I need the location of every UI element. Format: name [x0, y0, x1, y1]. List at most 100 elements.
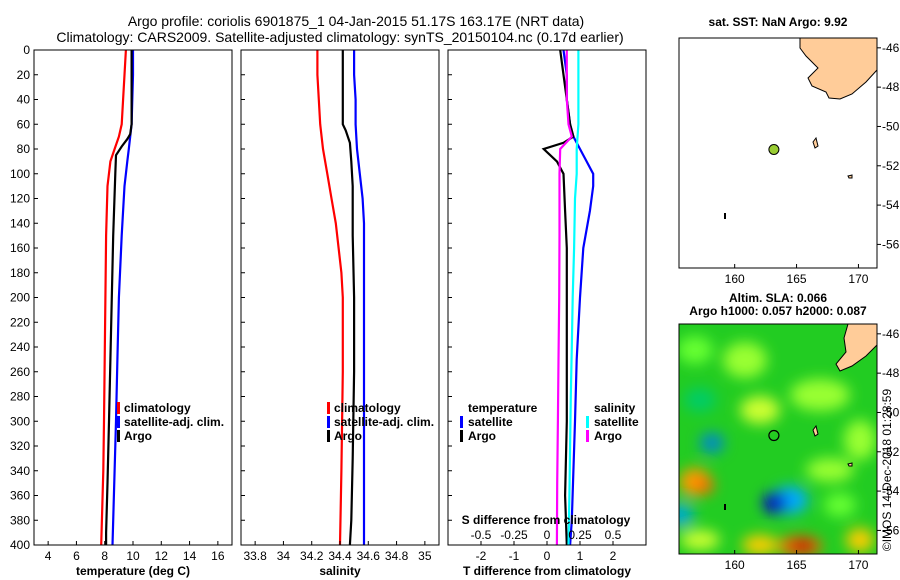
x-tick-label: 16: [211, 549, 225, 563]
y-tick-label: 200: [10, 291, 30, 305]
legend-label-t-satellite: satellite: [468, 415, 513, 429]
map-y-tick-label: -56: [882, 237, 900, 251]
sst-island-campbell: [847, 174, 853, 179]
sst-map-title: sat. SST: NaN Argo: 9.92: [709, 15, 848, 29]
legend-label-s-satellite: satellite: [594, 415, 639, 429]
legend-swatch-argo: [117, 430, 120, 442]
y-tick-label: 340: [10, 464, 30, 478]
x-tick-label-top: 0.25: [568, 528, 592, 542]
y-tick-label: 300: [10, 414, 30, 428]
x-tick-label-top: 0.5: [605, 528, 622, 542]
sla-land-new-zealand: [835, 324, 877, 372]
series-line-salinity-1: [353, 50, 366, 545]
x-tick-label: 12: [155, 549, 169, 563]
x-tick-label: 0: [544, 549, 551, 563]
sla-island-auckland: [812, 424, 819, 437]
legend-swatch-s-satellite: [586, 416, 589, 428]
sst-map-panel: 160 165 170 -46 -48 -50 -52 -54 -56: [678, 37, 900, 286]
sla-map-title-1: Altim. SLA: 0.066: [729, 291, 827, 305]
x-tick-label: 34.6: [357, 549, 381, 563]
difference-xlabel-top: S difference from climatology: [462, 513, 631, 527]
series-line-salinity-2: [341, 50, 356, 546]
x-tick-label: -2: [476, 549, 487, 563]
sst-map-frame: [678, 37, 878, 269]
legend-title-salinity: salinity: [594, 401, 636, 415]
map-x-tick-label: 165: [787, 558, 807, 572]
legend-label-climatology: climatology: [334, 401, 401, 415]
watermark: ©IMOS 14-Dec-2018 01:28:59: [880, 389, 894, 552]
y-tick-label: 220: [10, 315, 30, 329]
x-tick-label-top: -0.5: [471, 528, 492, 542]
x-tick-label: 33.8: [243, 549, 267, 563]
legend-label-t-argo: Argo: [468, 429, 496, 443]
sla-argo-position-marker: [768, 429, 780, 442]
y-tick-label: 400: [10, 538, 30, 552]
temperature-axes-frame: [33, 49, 233, 546]
map-y-tick-label: -46: [882, 41, 900, 55]
sla-map-frame: [678, 323, 878, 555]
x-tick-label: 1: [577, 549, 584, 563]
sla-island-campbell: [847, 462, 853, 467]
legend-label-argo: Argo: [334, 429, 362, 443]
y-tick-label: 0: [23, 43, 30, 57]
y-tick-label: 100: [10, 167, 30, 181]
title-line-1: Argo profile: coriolis 6901875_1 04-Jan-…: [128, 13, 584, 29]
x-tick-label-top: 0: [544, 528, 551, 542]
x-tick-label: 6: [73, 549, 80, 563]
legend-swatch-climatology: [327, 402, 330, 414]
series-line-temperature-2: [104, 50, 133, 545]
legend-swatch-t-argo: [460, 430, 463, 442]
map-y-tick-label: -52: [882, 159, 900, 173]
salinity-legend: climatology satellite-adj. clim. Argo: [327, 401, 434, 443]
series-line-difference-2: [567, 50, 580, 546]
legend-swatch-t-satellite: [460, 416, 463, 428]
y-tick-label: 120: [10, 192, 30, 206]
map-y-tick-label: -50: [882, 119, 900, 133]
y-tick-label: 260: [10, 365, 30, 379]
legend-label-s-argo: Argo: [594, 429, 622, 443]
legend-label-satellite: satellite-adj. clim.: [334, 415, 434, 429]
sst-land-new-zealand: [799, 38, 877, 100]
x-tick-label: 2: [610, 549, 617, 563]
map-x-tick-label: 170: [848, 558, 868, 572]
y-tick-label: 80: [17, 142, 31, 156]
series-line-difference-3: [555, 50, 574, 546]
map-y-tick-label: -50: [882, 405, 900, 419]
y-tick-label: 160: [10, 241, 30, 255]
title-line-2: Climatology: CARS2009. Satellite-adjuste…: [56, 29, 623, 45]
y-tick-label: 60: [17, 117, 31, 131]
sst-argo-position-marker: [768, 144, 780, 155]
x-tick-label: 4: [45, 549, 52, 563]
series-line-temperature-0: [100, 49, 127, 546]
sst-island-auckland: [812, 136, 819, 149]
difference-xlabel: T difference from climatology: [463, 564, 631, 578]
x-tick-label: 34.4: [328, 549, 352, 563]
difference-panel: -2 -1 0 1 2 -0.5 -0.25 0 0.25 0.5 T difference f…: [447, 49, 647, 578]
x-tick-label: 34.2: [300, 549, 324, 563]
y-tick-label: 360: [10, 489, 30, 503]
legend-title-temperature: temperature: [468, 401, 538, 415]
legend-swatch-argo: [327, 430, 330, 442]
map-y-tick-label: -56: [882, 523, 900, 537]
series-line-salinity-0: [316, 50, 344, 546]
x-tick-label: -1: [509, 549, 520, 563]
sla-map-title-2: Argo h1000: 0.057 h2000: 0.087: [689, 304, 867, 318]
map-y-tick-label: -48: [882, 366, 900, 380]
difference-legend-salinity: salinity satellite Argo: [586, 401, 639, 443]
sla-island-macquarie: [724, 504, 726, 510]
legend-swatch-s-argo: [586, 430, 589, 442]
y-tick-label: 320: [10, 439, 30, 453]
salinity-xlabel: salinity: [319, 564, 361, 578]
legend-swatch-satellite: [327, 416, 330, 428]
x-tick-label: 34.8: [385, 549, 409, 563]
x-tick-label: 8: [101, 549, 108, 563]
legend-label-climatology: climatology: [124, 401, 191, 415]
y-tick-label: 40: [17, 93, 31, 107]
sst-island-macquarie: [724, 213, 726, 219]
salinity-axes-frame: [240, 49, 440, 546]
salinity-panel: 33.8 34 34.2 34.4 34.6 34.8 35 salinity climat…: [240, 49, 440, 578]
difference-legend-temperature: temperature satellite Argo: [460, 401, 538, 443]
legend-swatch-climatology: [117, 402, 120, 414]
sla-map-panel: 160 165 170 -46 -48 -50 -52 -54 -56: [678, 323, 900, 572]
